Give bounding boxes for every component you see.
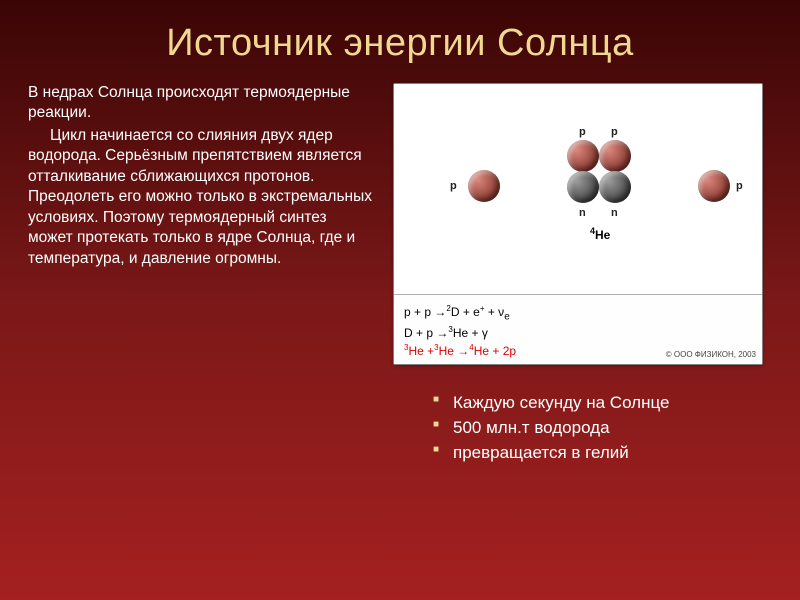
paragraph-1: В недрах Солнца происходят термоядерные … [28, 83, 373, 124]
proton-particle [698, 170, 730, 202]
neutron-particle [599, 171, 631, 203]
particle-label: p [450, 180, 457, 192]
nuclei-visualization: 4He p p p p n n [394, 84, 762, 294]
particle-label: n [579, 207, 586, 219]
neutron-particle [567, 171, 599, 203]
helium-label: 4He [590, 226, 610, 242]
content-area: В недрах Солнца происходят термоядерные … [0, 83, 800, 465]
particle-label: p [736, 180, 743, 192]
copyright-text: © ООО ФИЗИКОН, 2003 [666, 349, 756, 361]
particle-label: n [611, 207, 618, 219]
fusion-diagram: 4He p p p p n n p + p →2D + e+ + νe D + p →3H… [393, 83, 763, 365]
body-text: В недрах Солнца происходят термоядерные … [28, 83, 373, 269]
proton-particle [468, 170, 500, 202]
right-column: 4He p p p p n n p + p →2D + e+ + νe D + p →3H… [393, 83, 772, 465]
proton-particle [567, 140, 599, 172]
particle-label: p [579, 126, 586, 138]
bullet-item: Каждую секунду на Солнце [433, 391, 772, 416]
proton-particle [599, 140, 631, 172]
bullet-list: Каждую секунду на Солнце 500 млн.т водор… [393, 391, 772, 465]
equation-2: D + p →3He + γ [404, 324, 752, 342]
slide-title: Источник энергии Солнца [0, 0, 800, 83]
equations-panel: p + p →2D + e+ + νe D + p →3He + γ 3He +… [394, 294, 762, 364]
left-column: В недрах Солнца происходят термоядерные … [28, 83, 373, 465]
particle-label: p [611, 126, 618, 138]
bullet-item: превращается в гелий [433, 441, 772, 466]
equation-1: p + p →2D + e+ + νe [404, 303, 752, 324]
paragraph-2: Цикл начинается со слияния двух ядер вод… [28, 126, 373, 269]
bullet-item: 500 млн.т водорода [433, 416, 772, 441]
